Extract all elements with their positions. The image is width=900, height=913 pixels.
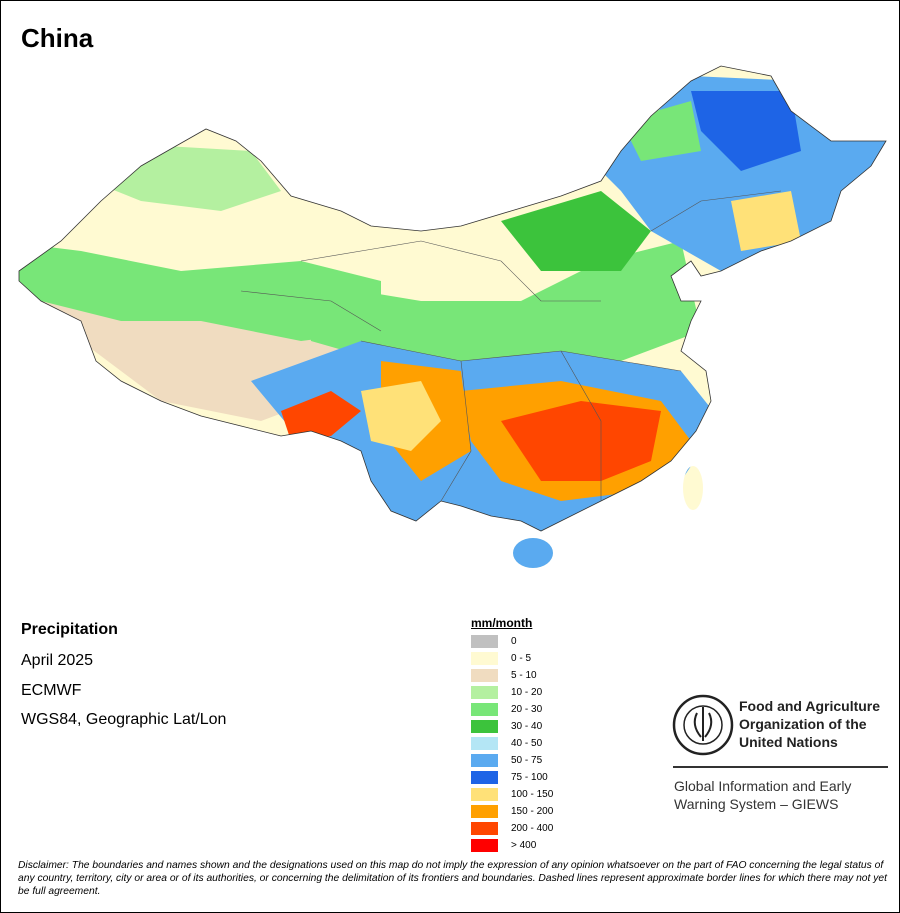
legend-label: 75 - 100	[511, 772, 548, 783]
legend-label: 0	[511, 636, 517, 647]
precipitation-field	[19, 66, 886, 568]
info-projection: WGS84, Geographic Lat/Lon	[21, 711, 227, 728]
map-title: China	[21, 23, 94, 53]
legend-label: 50 - 75	[511, 755, 543, 766]
legend-swatch	[471, 720, 498, 733]
legend-label: > 400	[511, 840, 537, 851]
legend-swatch	[471, 652, 498, 665]
system-name: Global Information and Early	[674, 778, 852, 794]
legend-swatch	[471, 822, 498, 835]
legend-swatch	[471, 839, 498, 852]
legend-swatch	[471, 788, 498, 801]
legend-swatch	[471, 703, 498, 716]
system-name: Warning System – GIEWS	[674, 796, 839, 812]
org-name: United Nations	[739, 734, 838, 750]
org-name: Food and Agriculture	[739, 698, 881, 714]
map	[18, 65, 887, 568]
legend-swatch	[471, 635, 498, 648]
legend-label: 30 - 40	[511, 721, 543, 732]
info-period: April 2025	[21, 652, 94, 669]
legend-label: 150 - 200	[511, 806, 554, 817]
legend-swatch	[471, 686, 498, 699]
legend-swatch	[471, 669, 498, 682]
legend-label: 10 - 20	[511, 687, 543, 698]
legend-label: 5 - 10	[511, 670, 537, 681]
legend-label: 100 - 150	[511, 789, 554, 800]
legend-swatch	[471, 754, 498, 767]
fao-logo	[672, 694, 734, 756]
info-source: ECMWF	[21, 682, 82, 699]
org-name: Organization of the	[739, 716, 867, 732]
legend-label: 200 - 400	[511, 823, 554, 834]
legend-label: 40 - 50	[511, 738, 543, 749]
legend-label: 20 - 30	[511, 704, 543, 715]
legend-title: mm/month	[471, 616, 533, 630]
legend-label: 0 - 5	[511, 653, 532, 664]
info-variable: Precipitation	[21, 621, 118, 638]
legend-swatch	[471, 805, 498, 818]
disclaimer: Disclaimer: The boundaries and names sho…	[18, 860, 887, 897]
legend-swatch	[471, 771, 498, 784]
separator	[673, 766, 888, 768]
legend-swatch	[471, 737, 498, 750]
